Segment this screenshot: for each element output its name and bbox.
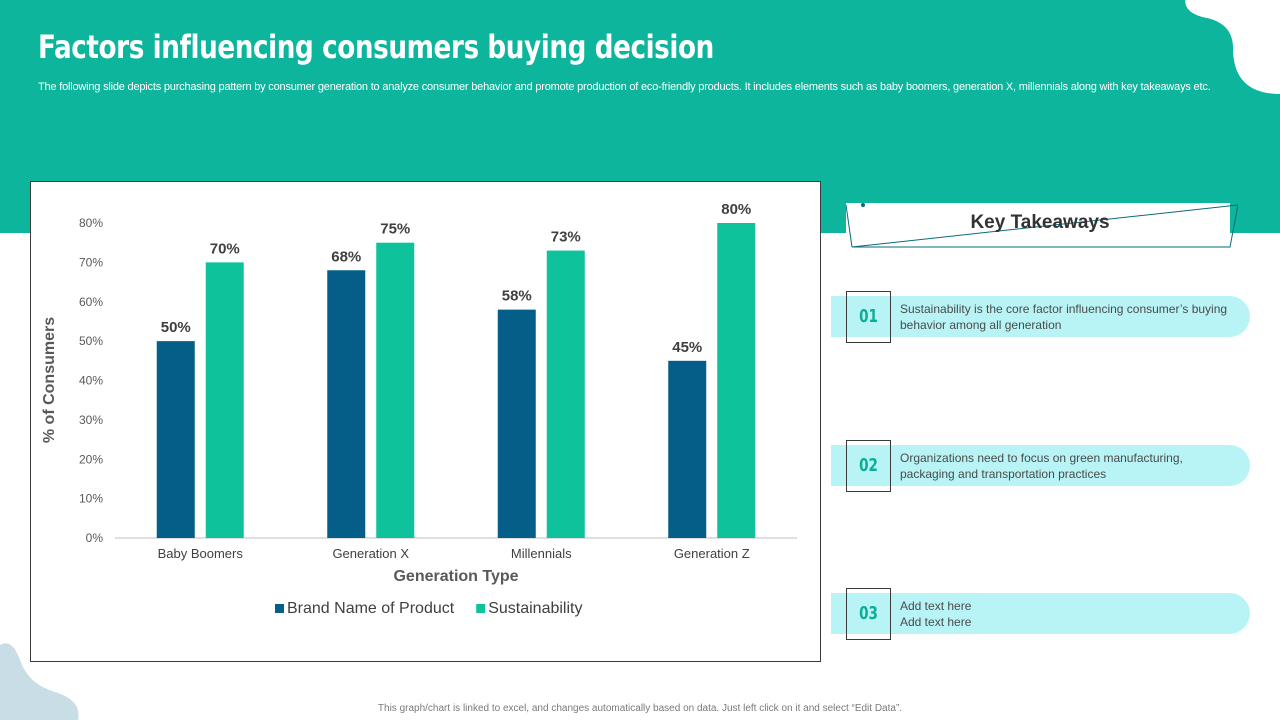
takeaway-number: 02 [859,455,878,476]
takeaway-number: 01 [859,306,878,327]
takeaway-text: Organizations need to focus on green man… [900,451,1183,481]
bottom-left-decoration [0,643,79,720]
takeaway-item-3: 03 Add text here Add text here [831,588,1251,640]
legend-label: Sustainability [488,600,582,617]
legend-swatch [476,604,486,613]
bar-sustainability[interactable] [546,250,585,538]
takeaway-number: 03 [859,603,878,624]
data-label: 68% [331,248,361,265]
slide-subtitle: The following slide depicts purchasing p… [38,81,1211,93]
takeaway-number-box [846,291,891,343]
x-axis-title: Generation Type [393,568,518,585]
data-label: 80% [721,201,751,218]
takeaway-number-box [846,440,891,492]
footer-note: This graph/chart is linked to excel, and… [377,703,903,714]
takeaway-number-box [846,588,891,640]
slide-title: Factors influencing consumers buying dec… [38,28,714,66]
legend-swatch [275,604,284,613]
chart-container[interactable]: 0% 10% 20% 30% 40% 50% 60% 70% 80% 50% 70% 68% 75% 5… [30,181,821,662]
y-tick-label: 20% [79,452,103,466]
x-category-label: Baby Boomers [158,546,244,561]
bar-brand-name-of-product[interactable] [497,309,536,538]
data-labels: 50% 70% 68% 75% 58% 73% 45% 80% [161,201,752,356]
y-axis-labels: 0% 10% 20% 30% 40% 50% 60% 70% 80% [79,216,103,545]
data-label: 58% [502,288,532,305]
chart-legend: Brand Name of Product Sustainability [275,600,582,617]
bar-brand-name-of-product[interactable] [668,360,707,538]
takeaway-text: Sustainability is the core factor influe… [900,302,1228,332]
data-label: 75% [380,221,410,238]
key-takeaways-title: Key Takeaways [970,212,1110,233]
y-tick-label: 70% [79,255,103,269]
y-axis-title: % of Consumers [41,317,58,443]
x-category-label: Millennials [511,546,572,561]
category-labels: Baby Boomers Generation X Millennials Gener… [158,546,750,561]
data-label: 45% [672,339,702,356]
bar-sustainability[interactable] [717,223,756,538]
y-tick-label: 10% [79,492,103,506]
x-category-label: Generation X [332,546,409,561]
legend-label: Brand Name of Product [287,600,455,617]
bar-chart[interactable]: 0%10%20%30%40%50%60%70%80% 50%70% 68%75%5… [31,182,820,661]
takeaway-item-2: 02 Organizations need to focus on green … [831,440,1251,492]
data-label: 50% [161,319,191,336]
takeaway-text: Add text here Add text here [900,599,972,629]
bar-brand-name-of-product[interactable] [327,270,366,538]
takeaway-pill [831,593,1250,634]
data-label: 70% [210,240,240,257]
y-tick-label: 60% [79,295,103,309]
bar-brand-name-of-product[interactable] [156,341,195,538]
y-tick-label: 80% [79,216,103,230]
bar-sustainability[interactable] [376,242,415,538]
y-tick-label: 30% [79,413,103,427]
bar-sustainability[interactable] [205,262,244,538]
key-takeaways-frame [846,203,1238,248]
corner-decoration [1185,0,1280,94]
y-tick-label: 40% [79,374,103,388]
takeaway-pill [831,296,1250,337]
bars [156,223,756,538]
key-takeaways-header: Key Takeaways [846,203,1238,248]
x-category-label: Generation Z [674,546,750,561]
data-label: 73% [551,229,581,246]
y-tick-label: 50% [79,334,103,348]
takeaway-item-1: 01 Sustainability is the core factor inf… [831,291,1251,343]
takeaway-pill [831,445,1250,486]
y-tick-label: 0% [86,531,104,545]
